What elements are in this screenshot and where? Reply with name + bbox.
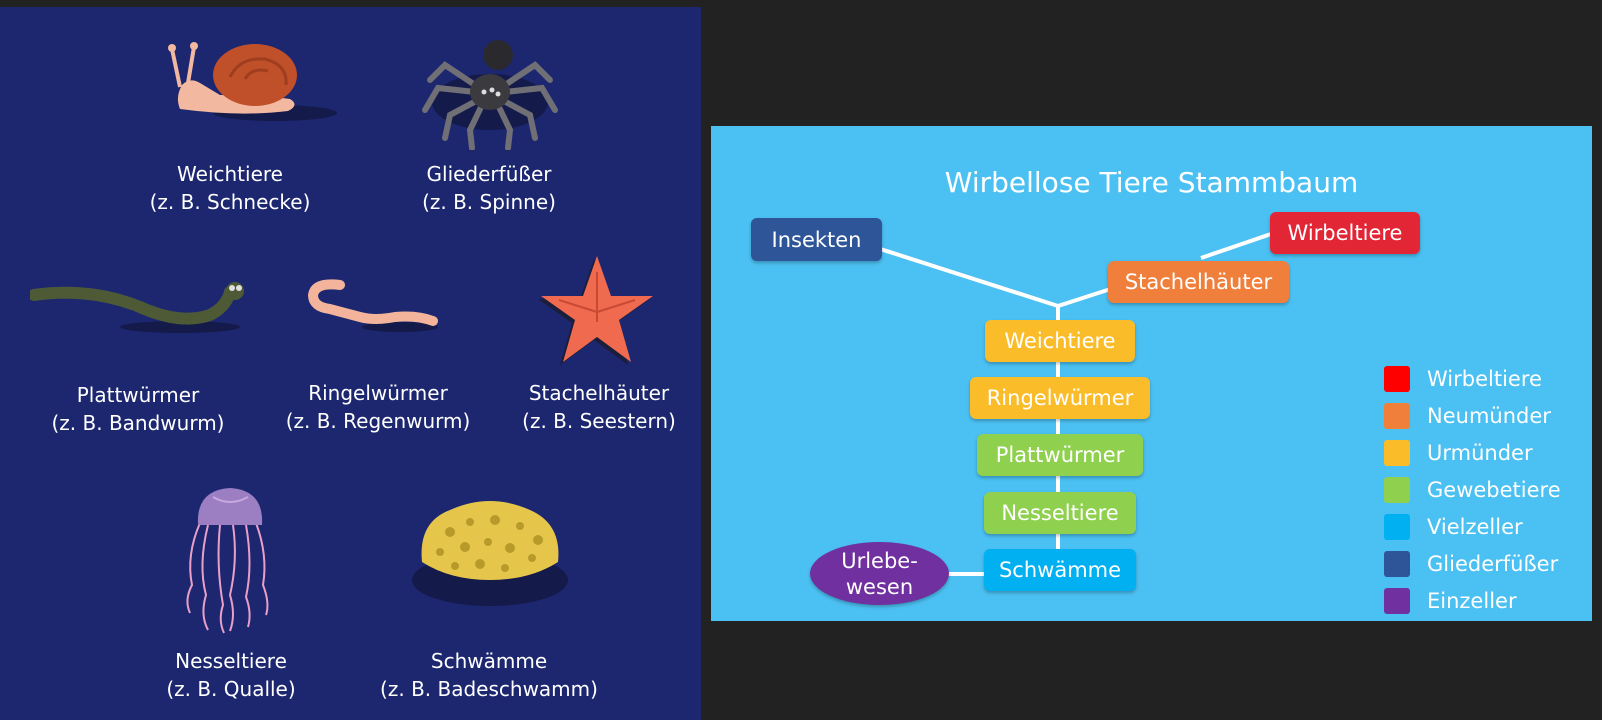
snail-illustration — [168, 42, 337, 121]
legend: Wirbeltiere Neumünder Urmünder Gewebetie… — [1384, 360, 1561, 619]
animal-example: (z. B. Bandwurm) — [51, 411, 225, 435]
animal-name: Weichtiere — [177, 162, 283, 186]
legend-swatch — [1384, 402, 1410, 429]
legend-swatch — [1384, 439, 1410, 466]
animal-name: Stachelhäuter — [528, 381, 670, 405]
phylogenetic-tree-panel: Wirbellose Tiere Stammbaum Insekten Wirb… — [711, 126, 1592, 621]
legend-item: Gliederfüßer — [1384, 545, 1561, 582]
animal-name: Gliederfüßer — [426, 162, 552, 186]
node-urlebewesen-line1: Urlebe- — [841, 548, 918, 573]
animal-example: (z. B. Spinne) — [422, 190, 556, 214]
legend-swatch — [1384, 587, 1410, 614]
diagram-title: Wirbellose Tiere Stammbaum — [944, 166, 1359, 199]
animal-examples-panel: Weichtiere (z. B. Schnecke) Gliederfüßer… — [0, 7, 701, 720]
caption-schwaemme: Schwämme (z. B. Badeschwamm) — [380, 647, 598, 703]
legend-label: Wirbeltiere — [1427, 366, 1542, 391]
tapeworm-illustration — [30, 282, 244, 333]
node-plattwuermer: Plattwürmer — [977, 434, 1143, 476]
legend-label: Vielzeller — [1427, 514, 1523, 539]
spider-illustration — [422, 40, 558, 150]
branch-wirbeltiere — [1200, 232, 1272, 260]
starfish-illustration — [538, 256, 653, 365]
legend-item: Urmünder — [1384, 434, 1561, 471]
node-weichtiere: Weichtiere — [985, 320, 1135, 362]
caption-plattwuermer: Plattwürmer (z. B. Bandwurm) — [52, 381, 225, 437]
animal-name: Plattwürmer — [76, 383, 200, 407]
legend-swatch — [1384, 476, 1410, 503]
animal-name: Schwämme — [430, 649, 548, 673]
node-urlebewesen: Urlebe- wesen — [810, 542, 949, 605]
node-ringelwuermer: Ringelwürmer — [970, 377, 1150, 419]
animal-example: (z. B. Seestern) — [522, 409, 676, 433]
node-wirbeltiere: Wirbeltiere — [1270, 212, 1420, 254]
node-stachelhaeuter: Stachelhäuter — [1108, 261, 1289, 303]
legend-item: Wirbeltiere — [1384, 360, 1561, 397]
node-schwaemme: Schwämme — [984, 549, 1136, 591]
legend-label: Urmünder — [1427, 440, 1533, 465]
caption-nesseltiere: Nesseltiere (z. B. Qualle) — [166, 647, 295, 703]
jellyfish-illustration — [186, 488, 269, 634]
legend-item: Vielzeller — [1384, 508, 1561, 545]
sponge-illustration — [412, 501, 568, 606]
caption-gliederfuesser: Gliederfüßer (z. B. Spinne) — [422, 160, 556, 216]
node-urlebewesen-line2: wesen — [845, 574, 914, 599]
animal-example: (z. B. Badeschwamm) — [380, 677, 598, 701]
legend-swatch — [1384, 513, 1410, 540]
animal-example: (z. B. Regenwurm) — [285, 409, 471, 433]
legend-swatch — [1384, 365, 1410, 392]
earthworm-illustration — [307, 279, 438, 332]
legend-item: Einzeller — [1384, 582, 1561, 619]
node-insekten: Insekten — [751, 218, 882, 261]
animal-name: Ringelwürmer — [308, 381, 448, 405]
caption-weichtiere: Weichtiere (z. B. Schnecke) — [150, 160, 311, 216]
legend-label: Neumünder — [1427, 403, 1551, 428]
animal-example: (z. B. Schnecke) — [149, 190, 311, 214]
legend-label: Einzeller — [1427, 588, 1517, 613]
branch-insekten — [870, 244, 1059, 308]
legend-item: Gewebetiere — [1384, 471, 1561, 508]
caption-ringelwuermer: Ringelwürmer (z. B. Regenwurm) — [286, 379, 471, 435]
caption-stachelhaeuter: Stachelhäuter (z. B. Seestern) — [522, 379, 676, 435]
node-nesseltiere: Nesseltiere — [984, 492, 1136, 534]
legend-label: Gliederfüßer — [1427, 551, 1559, 576]
legend-item: Neumünder — [1384, 397, 1561, 434]
legend-label: Gewebetiere — [1427, 477, 1561, 502]
legend-swatch — [1384, 550, 1410, 577]
animal-example: (z. B. Qualle) — [166, 677, 296, 701]
animal-name: Nesseltiere — [175, 649, 287, 673]
